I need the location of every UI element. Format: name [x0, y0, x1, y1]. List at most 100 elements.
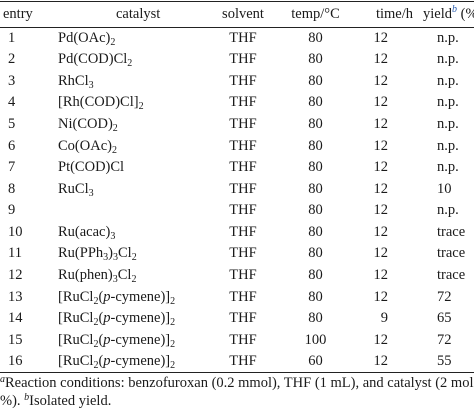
- catalyst-part: Ru(phen): [58, 267, 113, 284]
- catalyst-part: Ru(acac): [58, 223, 111, 240]
- cell-catalyst: [58, 200, 208, 222]
- cell-entry: 14: [8, 310, 23, 327]
- table-row: 16 [RuCl2(p-cymene)]2 THF 60 12 55: [0, 351, 474, 373]
- header-yield-word: yield: [423, 6, 452, 22]
- catalyst-part: [RuCl: [58, 353, 94, 370]
- cell-entry: 5: [8, 115, 16, 132]
- cell-entry: 7: [8, 159, 16, 176]
- catalyst-part: (: [98, 288, 104, 305]
- catalyst-part: 2: [138, 101, 144, 113]
- table-body: 1 Pd(OAc)2 THF 80 12 n.p. 2 Pd(COD)Cl2 THF 80 12 n.…: [0, 27, 474, 373]
- cell-temp: 80: [308, 202, 323, 219]
- cell-solvent: THF: [229, 94, 257, 111]
- cell-yield: 72: [437, 331, 452, 348]
- cell-catalyst: RuCl3: [58, 178, 208, 200]
- catalyst-part: 2: [170, 295, 176, 307]
- cell-temp: 60: [308, 353, 323, 370]
- cell-entry: 1: [8, 29, 16, 46]
- cell-time: 12: [373, 180, 389, 197]
- table-row: 7 Pt(COD)Cl THF 80 12 n.p.: [0, 157, 474, 179]
- catalyst-part: Cl: [117, 267, 132, 284]
- cell-catalyst: Ru(PPh3)3Cl2: [58, 243, 208, 265]
- cell-catalyst: [RuCl2(p-cymene)]2: [58, 329, 208, 351]
- table-row: 5 Ni(COD)2 THF 80 12 n.p.: [0, 113, 474, 135]
- results-table: entry catalyst solvent temp/°C time/h yi…: [0, 2, 474, 373]
- cell-solvent: THF: [229, 223, 257, 240]
- cell-catalyst: Pd(COD)Cl2: [58, 49, 208, 71]
- catalyst-part: 3: [103, 252, 109, 264]
- cell-temp: 80: [308, 94, 323, 111]
- header-temp: temp/°C: [291, 6, 340, 22]
- cell-solvent: THF: [229, 331, 257, 348]
- header-row: entry catalyst solvent temp/°C time/h yi…: [0, 2, 474, 27]
- catalyst-part: Cl: [117, 245, 132, 262]
- catalyst-part: Pd(OAc): [58, 29, 111, 46]
- cell-time: 12: [373, 288, 389, 305]
- catalyst-part: 2: [131, 274, 137, 286]
- catalyst-part: 3: [88, 187, 94, 199]
- table-row: 6 Co(OAc)2 THF 80 12 n.p.: [0, 135, 474, 157]
- catalyst-part: 2: [170, 360, 176, 372]
- cell-solvent: THF: [229, 29, 257, 46]
- header-yield: yieldb (%): [413, 2, 474, 27]
- table-row: 4 [Rh(COD)Cl]2 THF 80 12 n.p.: [0, 92, 474, 114]
- cell-entry: 4: [8, 94, 16, 111]
- cell-temp: 80: [308, 180, 323, 197]
- table-row: 11 Ru(PPh3)3Cl2 THF 80 12 trace: [0, 243, 474, 265]
- cell-catalyst: RhCl3: [58, 70, 208, 92]
- table-row: 8 RuCl3 THF 80 12 10: [0, 178, 474, 200]
- cell-yield: 72: [437, 288, 452, 305]
- catalyst-part: 2: [111, 144, 117, 156]
- cell-entry: 15: [8, 331, 23, 348]
- catalyst-part: 3: [88, 79, 94, 91]
- table-row: 12 Ru(phen)3Cl2 THF 80 12 trace: [0, 265, 474, 287]
- header-rule: [0, 27, 474, 28]
- cell-time: 12: [373, 51, 389, 68]
- catalyst-part: [RuCl: [58, 288, 94, 305]
- footnote-a-text: Reaction conditions: benzofuroxan (0.2 m…: [0, 375, 474, 409]
- cell-yield: n.p.: [437, 115, 459, 132]
- cell-yield: n.p.: [437, 159, 459, 176]
- catalyst-part: (: [98, 353, 104, 370]
- cell-time: 12: [373, 94, 389, 111]
- footnote-a-mark: a: [0, 374, 5, 385]
- cell-solvent: THF: [229, 159, 257, 176]
- cell-temp: 80: [308, 72, 323, 89]
- cell-catalyst: [Rh(COD)Cl]2: [58, 92, 208, 114]
- catalyst-part: ): [108, 245, 113, 262]
- catalyst-part: 3: [110, 230, 116, 242]
- catalyst-part: 3: [112, 274, 118, 286]
- cell-yield: n.p.: [437, 51, 459, 68]
- cell-yield: n.p.: [437, 29, 459, 46]
- cell-temp: 80: [308, 137, 323, 154]
- cell-solvent: THF: [229, 310, 257, 327]
- cell-yield: trace: [437, 245, 466, 262]
- cell-time: 12: [373, 29, 389, 46]
- cell-temp: 80: [308, 51, 323, 68]
- table-row: 2 Pd(COD)Cl2 THF 80 12 n.p.: [0, 49, 474, 71]
- cell-time: 12: [373, 137, 389, 154]
- cell-catalyst: Ni(COD)2: [58, 113, 208, 135]
- cell-temp: 80: [308, 159, 323, 176]
- cell-temp: 80: [308, 310, 323, 327]
- table-row: 3 RhCl3 THF 80 12 n.p.: [0, 70, 474, 92]
- catalyst-part: (: [98, 310, 104, 327]
- table-row: 13 [RuCl2(p-cymene)]2 THF 80 12 72: [0, 286, 474, 308]
- table-row: 10 Ru(acac)3 THF 80 12 trace: [0, 221, 474, 243]
- header-catalyst: catalyst: [116, 6, 161, 22]
- catalyst-part: 3: [112, 252, 118, 264]
- cell-temp: 80: [308, 115, 323, 132]
- catalyst-part: Pd(COD)Cl: [58, 51, 128, 68]
- cell-solvent: THF: [229, 288, 257, 305]
- footnote-b-text: Isolated yield.: [29, 393, 112, 409]
- table-row: 9 THF 80 12 n.p.: [0, 200, 474, 222]
- cell-catalyst: Pt(COD)Cl: [58, 157, 208, 179]
- cell-solvent: THF: [229, 353, 257, 370]
- cell-catalyst: Co(OAc)2: [58, 135, 208, 157]
- cell-yield: 65: [437, 310, 452, 327]
- cell-catalyst: [RuCl2(p-cymene)]2: [58, 286, 208, 308]
- catalyst-part: [RuCl: [58, 331, 94, 348]
- catalyst-part: [Rh(COD)Cl]: [58, 94, 139, 111]
- cell-yield: 55: [437, 353, 452, 370]
- footnote-b-mark: b: [24, 392, 30, 403]
